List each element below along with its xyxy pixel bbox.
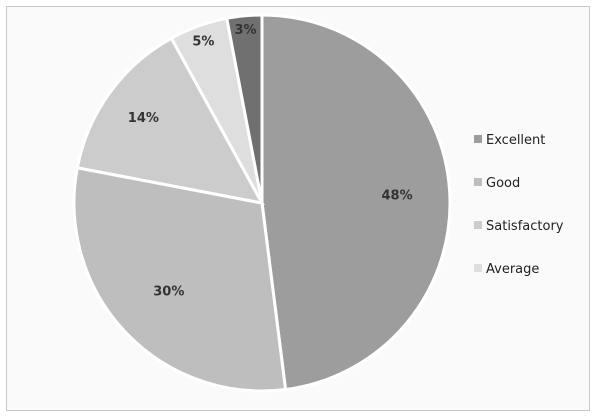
slice-label-excellent: 48% [382, 189, 413, 204]
legend-swatch-average [474, 264, 482, 272]
pie-slice-satisfactory [75, 36, 265, 206]
slice-labels: 48% 30% 14% 5% 3% [128, 23, 413, 300]
legend: Excellent Good Satisfactory Average [474, 133, 564, 277]
legend-label-average: Average [486, 262, 539, 277]
slice-label-satisfactory: 14% [128, 111, 159, 126]
legend-label-good: Good [486, 176, 520, 191]
pie-slices [72, 13, 452, 393]
pie-slice-good [72, 166, 288, 393]
legend-swatch-excellent [474, 135, 482, 143]
pie-slice-poor [225, 13, 264, 204]
legend-label-satisfactory: Satisfactory [486, 219, 564, 234]
pie-slice-excellent [260, 13, 452, 392]
legend-swatch-satisfactory [474, 221, 482, 229]
slice-label-good: 30% [153, 285, 184, 300]
slice-label-average: 5% [192, 34, 214, 49]
slice-label-poor: 3% [235, 23, 257, 38]
legend-label-excellent: Excellent [486, 133, 545, 148]
legend-swatch-good [474, 178, 482, 186]
